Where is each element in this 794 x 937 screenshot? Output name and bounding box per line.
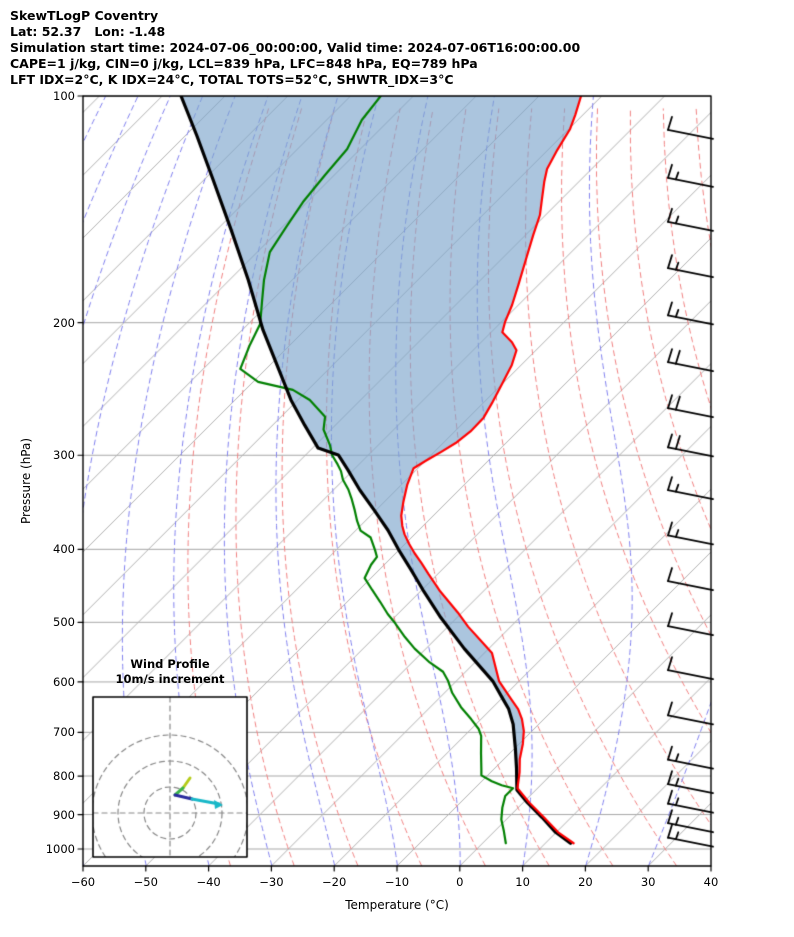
x-tick-label: −20 (322, 875, 347, 889)
x-tick-label: −50 (133, 875, 158, 889)
y-tick-label: 400 (53, 542, 75, 557)
y-tick-label: 500 (53, 615, 75, 630)
x-tick-label: −10 (384, 875, 410, 889)
y-tick-label: 900 (53, 807, 75, 822)
x-tick-label: −60 (70, 875, 96, 889)
x-tick-label: 30 (640, 875, 656, 889)
x-tick-label: −40 (196, 875, 221, 889)
stability-indices-line: LFT IDX=2°C, K IDX=24°C, TOTAL TOTS=52°C… (10, 72, 454, 87)
time-line: Simulation start time: 2024-07-06_00:00:… (10, 40, 581, 55)
y-tick-label: 600 (53, 674, 75, 689)
x-tick-label: 40 (703, 875, 719, 889)
x-tick-label: 10 (515, 875, 530, 889)
x-tick-label: 0 (456, 875, 464, 889)
inset-subtitle: 10m/s increment (115, 672, 225, 686)
chart-title: SkewTLogP Coventry (10, 8, 159, 23)
inset-title: Wind Profile (130, 657, 210, 671)
x-tick-label: −30 (259, 875, 284, 889)
cape-indices-line: CAPE=1 j/kg, CIN=0 j/kg, LCL=839 hPa, LF… (10, 56, 478, 71)
y-tick-label: 700 (53, 725, 75, 740)
y-tick-label: 1000 (45, 842, 75, 856)
y-axis-label: Pressure (hPa) (19, 437, 33, 525)
x-tick-label: 20 (578, 875, 593, 889)
x-axis-label: Temperature (°C) (345, 898, 449, 912)
location-line: Lat: 52.37 Lon: -1.48 (10, 24, 166, 39)
y-tick-label: 800 (53, 769, 75, 784)
y-tick-label: 200 (53, 315, 75, 330)
y-tick-label: 100 (53, 89, 75, 103)
y-tick-label: 300 (53, 448, 75, 463)
